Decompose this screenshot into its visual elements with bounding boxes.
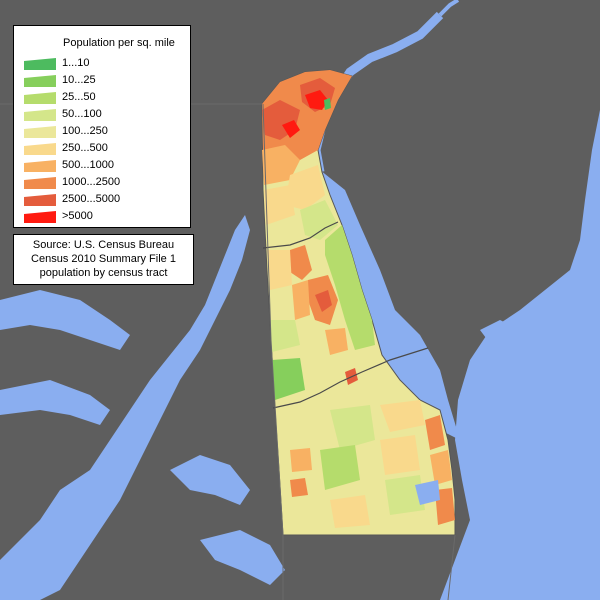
legend-label: 1...10 [62,57,90,69]
kent-county [267,225,375,400]
md-border [262,103,284,600]
legend-label: 50...100 [62,108,102,120]
legend-label: 500...1000 [62,159,114,171]
legend-swatch [24,211,56,223]
county-border-nc-kent [262,221,339,249]
delaware-river-upper [438,0,460,17]
nc-core-2 [282,120,300,138]
chesapeake-tributary-1 [0,290,130,350]
sx-coast-1 [425,415,445,450]
chesapeake-tributary-4 [200,530,285,585]
legend-item: 100...250 [24,124,184,140]
sx-1 [330,405,375,450]
legend-swatch [24,177,56,189]
legend-swatch [24,194,56,206]
chesapeake-bay [0,215,250,600]
legend-swatch [24,75,56,87]
kent-sw-1 [270,320,300,352]
nj-inlet [480,320,520,350]
kent-mid-1 [267,250,292,290]
delaware-state [261,69,456,536]
source-line-1: Source: U.S. Census Bureau [32,239,175,251]
sx-west-3 [330,495,370,528]
kent-dover-3 [315,290,332,312]
legend-label: 100...250 [62,125,108,137]
legend-item: 10...25 [24,73,184,89]
chesapeake-tributary-2 [0,380,110,425]
kent-east-green [325,225,375,350]
nc-core [305,90,328,110]
legend-swatch [24,109,56,121]
legend-title: Population per sq. mile [63,37,175,49]
legend-item: 25...50 [24,90,184,106]
legend-item: 500...1000 [24,158,184,174]
sx-west-1 [290,448,312,472]
legend-item: 1...10 [24,56,184,72]
kent-south-1 [325,328,348,355]
kent-mid-2 [292,280,310,320]
nc-south-1 [300,200,338,240]
sx-2 [320,445,360,490]
sx-coast-3 [435,488,455,525]
sussex-county [290,400,455,528]
source-line-2: Census 2010 Summary File 1 [31,253,176,265]
legend-swatch [24,92,56,104]
legend: Population per sq. mile 1...10 10...25 25.… [13,25,191,228]
legend-item: 1000...2500 [24,175,184,191]
legend-label: 2500...5000 [62,193,121,205]
legend-label: >5000 [62,210,93,222]
kent-sw-2 [272,358,305,400]
legend-swatch [24,143,56,155]
legend-swatch [24,126,56,138]
legend-item: >5000 [24,209,184,225]
nc-mid-2 [285,165,325,210]
legend-label: 10...25 [62,74,96,86]
source-line-3: population by census tract [39,267,168,279]
legend-item: 2500...5000 [24,192,184,208]
sx-3 [380,400,425,432]
county-border-kent-sussex [272,347,429,409]
legend-swatch [24,58,56,70]
legend-item: 250...500 [24,141,184,157]
legend-swatch [24,160,56,172]
delaware-bay [320,170,460,440]
nc-south-2 [266,215,305,250]
legend-label: 1000...2500 [62,176,121,188]
sx-west-2 [290,478,308,497]
nc-park [324,98,331,110]
kent-dover-1 [290,245,312,280]
sx-inner-1 [380,435,420,475]
new-castle-county [262,70,352,250]
coast-line [447,534,456,600]
sx-coast-2 [430,450,452,485]
sx-bay [415,480,440,505]
legend-label: 250...500 [62,142,108,154]
legend-label: 25...50 [62,91,96,103]
nc-mid-3 [264,185,295,225]
atlantic-ocean [440,0,600,600]
legend-item: 50...100 [24,107,184,123]
source-note: Source: U.S. Census Bureau Census 2010 S… [13,234,194,285]
chesapeake-tributary-3 [170,455,250,505]
